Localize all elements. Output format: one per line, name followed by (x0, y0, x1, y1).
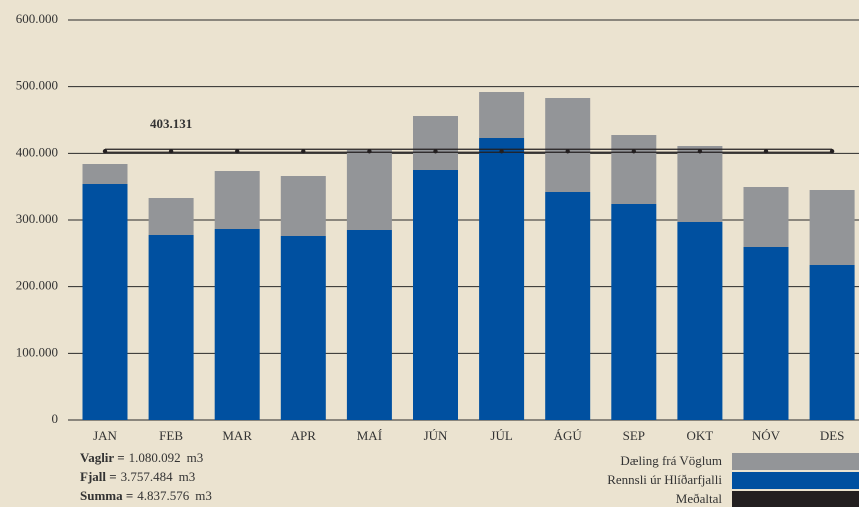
x-tick-label: JAN (93, 428, 117, 443)
summary-line: Summa = 4.837.576 m3 (80, 488, 212, 503)
x-tick-label: APR (291, 428, 317, 443)
x-tick-label: OKT (687, 428, 714, 443)
bar-segment (346, 230, 392, 420)
summary-label: Fjall = (80, 469, 117, 484)
y-tick-label: 300.000 (16, 211, 58, 226)
average-point (367, 149, 372, 154)
bar-segment (809, 265, 855, 420)
average-point (829, 149, 835, 154)
average-point (697, 149, 703, 154)
bar-segment (413, 116, 458, 170)
x-tick-label: SEP (623, 428, 645, 443)
y-tick-label: 500.000 (16, 78, 58, 93)
bar-segment (611, 204, 657, 420)
y-tick-label: 600.000 (16, 11, 58, 26)
legend-swatch (732, 491, 859, 507)
bar-segment (82, 184, 128, 420)
average-point (433, 149, 438, 154)
summary-value: 1.080.092 (129, 450, 181, 465)
legend-label: Rennsli úr Hlíðarfjalli (607, 472, 722, 487)
bar-segment (82, 164, 128, 184)
average-point (499, 149, 504, 154)
bar-segment (413, 170, 458, 420)
average-point (301, 149, 306, 154)
bar-segment (677, 222, 723, 420)
summary-value: 4.837.576 (137, 488, 190, 503)
x-tick-label: DES (820, 428, 845, 443)
bar-segment (743, 247, 789, 420)
bar-segment (148, 235, 194, 420)
x-tick-label: MAR (222, 428, 252, 443)
average-point (168, 149, 174, 154)
bar-segment (611, 135, 657, 204)
y-tick-label: 400.000 (16, 144, 58, 159)
bar-segment (545, 192, 591, 420)
x-tick-label: MAÍ (357, 428, 382, 443)
y-tick-label: 0 (52, 411, 59, 426)
average-point (235, 149, 240, 154)
y-tick-label: 200.000 (16, 278, 58, 293)
bar-segment (479, 92, 525, 138)
summary-line: Vaglir = 1.080.092 m3 (80, 450, 203, 465)
bar-segment (280, 176, 326, 236)
summary-label: Summa = (80, 488, 133, 503)
bar-segment (280, 236, 326, 420)
bar-segment (214, 171, 260, 229)
bar-segment (677, 146, 723, 222)
x-tick-label: JÚN (424, 428, 448, 443)
bar-segment (214, 229, 260, 420)
average-point (102, 149, 108, 154)
bar-segment (346, 150, 392, 230)
legend-label: Meðaltal (676, 491, 723, 506)
bar-segment (743, 187, 789, 247)
summary-label: Vaglir = (80, 450, 125, 465)
bar-segment (148, 198, 194, 235)
bar-segment (479, 138, 525, 420)
summary-unit: m3 (195, 488, 212, 503)
legend-swatch (732, 472, 859, 489)
average-point (565, 149, 570, 154)
bar-segment (809, 190, 855, 265)
summary-unit: m3 (187, 450, 204, 465)
summary-value: 3.757.484 (121, 469, 174, 484)
legend-swatch (732, 453, 859, 470)
x-tick-label: JÚL (490, 428, 512, 443)
bar-segment (545, 98, 591, 192)
average-point (763, 149, 769, 154)
x-tick-label: FEB (159, 428, 183, 443)
average-point (631, 149, 636, 154)
x-tick-label: ÁGÚ (554, 428, 583, 443)
average-label: 403.131 (150, 116, 192, 131)
x-tick-label: NÓV (752, 428, 781, 443)
y-tick-label: 100.000 (16, 344, 58, 359)
legend-label: Dæling frá Vöglum (620, 453, 722, 468)
summary-unit: m3 (179, 469, 196, 484)
summary-line: Fjall = 3.757.484 m3 (80, 469, 195, 484)
